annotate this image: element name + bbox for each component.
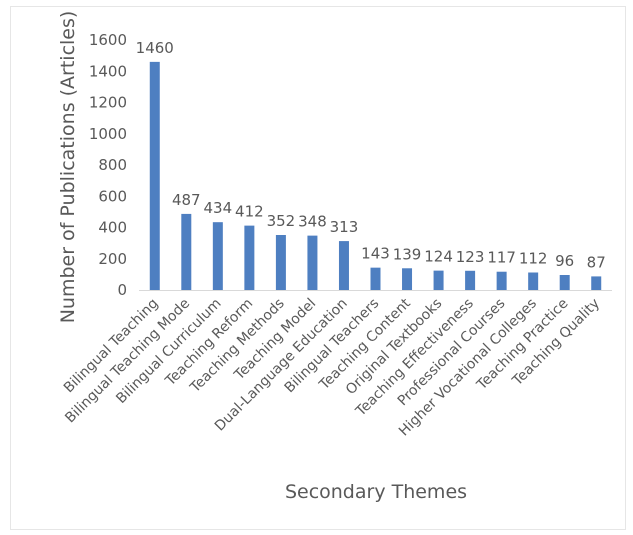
- y-tick-label: 600: [98, 187, 127, 205]
- y-tick-label: 1000: [89, 125, 127, 143]
- x-axis-title: Secondary Themes: [285, 481, 467, 503]
- data-label: 123: [456, 248, 485, 266]
- y-tick-label: 1400: [89, 62, 127, 80]
- y-tick-label: 200: [98, 250, 127, 268]
- chart-frame: [10, 6, 626, 530]
- y-tick-label: 0: [117, 281, 127, 299]
- data-label: 352: [267, 212, 296, 230]
- bar: [370, 267, 381, 290]
- data-label: 139: [393, 245, 422, 263]
- bars: [149, 61, 602, 290]
- data-label: 117: [487, 249, 516, 267]
- y-tick-label: 1600: [89, 31, 127, 49]
- bar: [307, 235, 318, 290]
- bar: [465, 270, 476, 290]
- data-label: 1460: [136, 39, 174, 57]
- y-tick-label: 1200: [89, 94, 127, 112]
- category-label: Bilingual Teaching Mode: [62, 296, 193, 427]
- bar: [528, 272, 539, 290]
- bar: [402, 268, 413, 290]
- bar: [338, 241, 349, 290]
- data-label: 124: [424, 248, 453, 266]
- y-axis-title: Number of Publications (Articles): [57, 11, 79, 324]
- y-axis-ticks: 0 200 400 600 800 1000 1200 1400 1600: [89, 31, 127, 299]
- bar: [149, 61, 160, 290]
- data-label: 487: [172, 191, 201, 209]
- bar: [181, 213, 192, 290]
- data-label: 313: [330, 218, 359, 236]
- data-label: 96: [555, 252, 574, 270]
- data-label: 143: [361, 245, 390, 263]
- data-label: 87: [587, 253, 606, 271]
- bar: [275, 235, 286, 290]
- data-label: 434: [204, 199, 233, 217]
- y-tick-label: 400: [98, 219, 127, 237]
- data-label: 112: [519, 250, 548, 268]
- bar: [496, 271, 507, 290]
- bar: [559, 275, 570, 290]
- data-label: 348: [298, 213, 327, 231]
- data-label: 412: [235, 203, 264, 221]
- bar: [212, 222, 223, 290]
- y-tick-label: 800: [98, 156, 127, 174]
- bar: [244, 225, 255, 290]
- bar: [591, 276, 602, 290]
- bar: [433, 270, 444, 290]
